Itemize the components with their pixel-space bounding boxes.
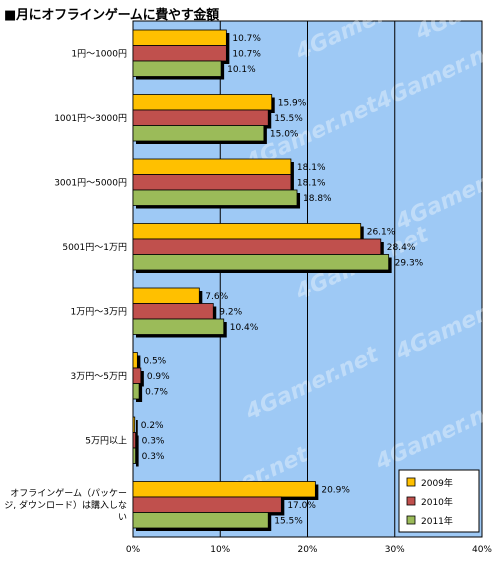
data-label-1-0: 15.9% xyxy=(278,98,307,108)
bar-6-1 xyxy=(132,432,137,449)
bar-2-2 xyxy=(132,189,298,206)
data-label-2-1: 18.1% xyxy=(297,178,326,188)
bar-1-2 xyxy=(132,125,265,142)
category-label-2: 3001円〜5000円 xyxy=(54,177,127,188)
data-label-4-2: 10.4% xyxy=(230,323,259,333)
category-label-5: 3万円〜5万円 xyxy=(71,371,127,382)
data-label-0-2: 10.1% xyxy=(227,65,256,75)
bar-1-0 xyxy=(132,94,273,111)
bar-6-2 xyxy=(132,447,137,464)
category-label-0: 1円〜1000円 xyxy=(71,48,127,59)
x-tick-label-0: 0% xyxy=(126,545,141,555)
category-label-7-line-0: オフラインゲーム（パッケー xyxy=(10,487,127,499)
data-label-3-0: 26.1% xyxy=(367,227,396,237)
bar-4-2 xyxy=(132,318,225,335)
legend-label-2: 2011年 xyxy=(421,515,453,527)
x-tick-label-2: 20% xyxy=(297,545,317,555)
bar-4-0 xyxy=(132,287,200,304)
data-label-6-2: 0.3% xyxy=(142,452,165,462)
x-tick-label-1: 10% xyxy=(210,545,230,555)
data-label-7-0: 20.9% xyxy=(321,485,350,495)
data-label-6-1: 0.3% xyxy=(142,436,165,446)
bar-0-2 xyxy=(132,60,222,77)
data-label-2-2: 18.8% xyxy=(303,194,332,204)
data-label-1-2: 15.0% xyxy=(270,129,299,139)
category-label-4: 1万円〜3万円 xyxy=(71,306,127,317)
bar-0-0 xyxy=(132,29,227,46)
category-label-3: 5001円〜1万円 xyxy=(62,242,127,253)
bar-3-0 xyxy=(132,223,362,240)
bar-2-1 xyxy=(132,174,292,191)
category-label-7-line-1: ジ, ダウンロード）は購入しな xyxy=(4,499,127,511)
bar-5-0 xyxy=(132,352,138,369)
legend-swatch-0 xyxy=(406,477,416,487)
legend-swatch-1 xyxy=(406,496,416,506)
x-tick-label-4: 40% xyxy=(472,545,492,555)
bar-shadow-6-0 xyxy=(136,420,138,436)
bar-shadow-6-1 xyxy=(136,435,139,451)
legend-swatch-2 xyxy=(406,515,416,525)
bar-shadow-6-2 xyxy=(136,451,139,467)
bar-shadow-5-0 xyxy=(136,355,141,371)
data-label-4-1: 9.2% xyxy=(219,307,242,317)
legend-label-0: 2009年 xyxy=(421,477,453,489)
data-label-3-1: 28.4% xyxy=(387,243,416,253)
data-label-7-2: 15.5% xyxy=(274,516,303,526)
data-label-0-0: 10.7% xyxy=(232,34,261,44)
bar-3-1 xyxy=(132,238,382,255)
bar-7-1 xyxy=(132,496,282,513)
bar-5-1 xyxy=(132,367,142,384)
category-label-6: 5万円以上 xyxy=(85,435,127,446)
data-label-0-1: 10.7% xyxy=(232,49,261,59)
bar-5-2 xyxy=(132,383,140,400)
data-label-3-2: 29.3% xyxy=(395,258,424,268)
category-label-1: 1001円〜3000円 xyxy=(54,113,127,124)
data-label-5-2: 0.7% xyxy=(145,387,168,397)
data-label-4-0: 7.6% xyxy=(205,292,228,302)
chart-title: ■月にオフラインゲームに費やす金額 xyxy=(4,8,219,23)
bar-3-2 xyxy=(132,254,390,271)
data-label-7-1: 17.0% xyxy=(287,501,316,511)
x-tick-label-3: 30% xyxy=(385,545,405,555)
bar-2-0 xyxy=(132,158,292,175)
legend-label-1: 2010年 xyxy=(421,496,453,508)
data-label-5-1: 0.9% xyxy=(147,372,170,382)
data-label-6-0: 0.2% xyxy=(141,421,164,431)
data-label-1-1: 15.5% xyxy=(274,114,303,124)
data-label-5-0: 0.5% xyxy=(143,356,166,366)
category-label-7-line-2: い xyxy=(118,513,127,523)
bar-7-2 xyxy=(132,512,269,529)
data-label-2-0: 18.1% xyxy=(297,163,326,173)
bar-6-0 xyxy=(132,416,136,433)
bar-4-1 xyxy=(132,303,214,320)
bar-7-0 xyxy=(132,481,316,498)
bar-0-1 xyxy=(132,45,227,62)
bar-1-1 xyxy=(132,109,269,126)
